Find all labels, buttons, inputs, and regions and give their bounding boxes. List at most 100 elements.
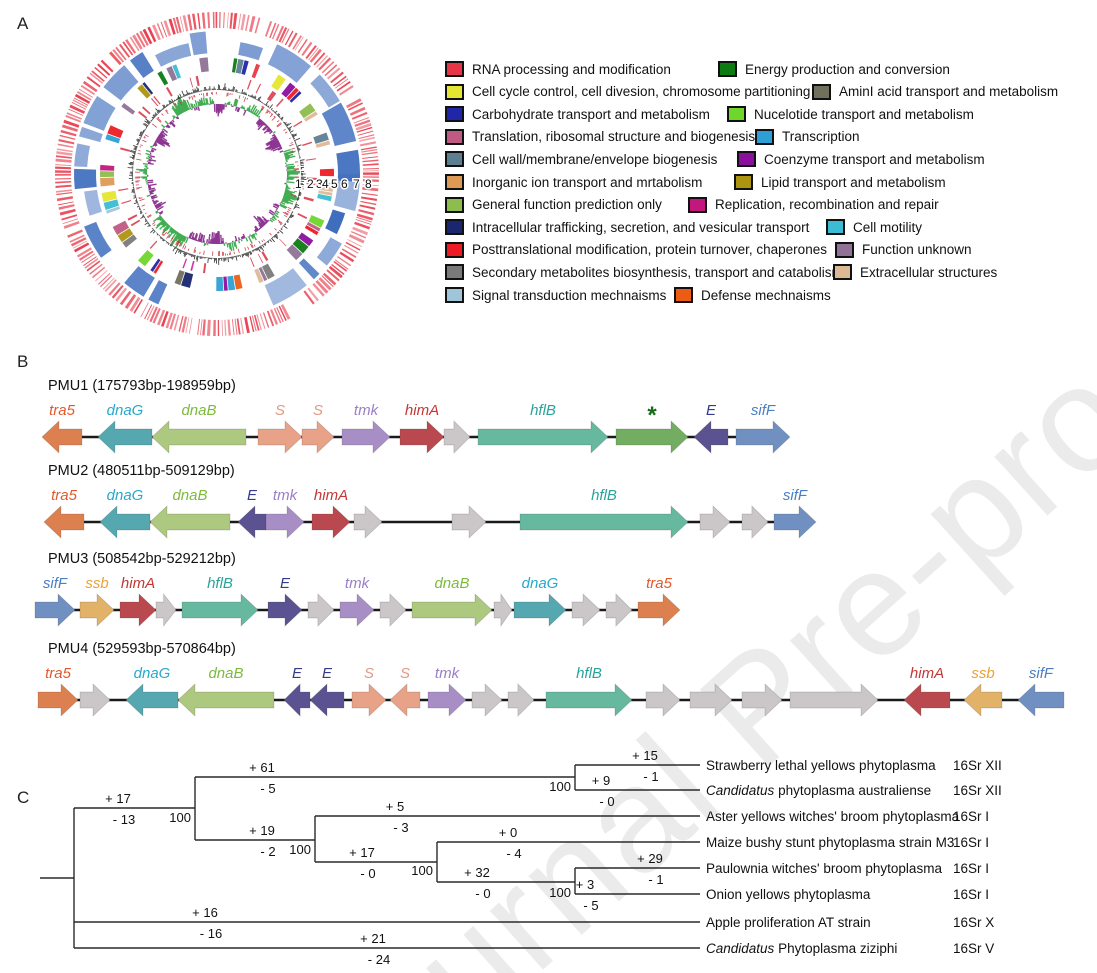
ring-tick — [294, 206, 297, 209]
ring-block — [132, 34, 143, 50]
ring-tick — [162, 239, 165, 242]
ring-tick — [193, 246, 196, 253]
legend-swatch — [445, 151, 464, 168]
ring-tick — [276, 123, 282, 128]
ring-tick — [193, 254, 195, 258]
group-label: 16Sr X — [953, 915, 994, 930]
ring-tick — [262, 122, 266, 126]
ring-tick — [144, 221, 149, 226]
ring-tick — [284, 155, 291, 159]
ring-block — [227, 319, 231, 336]
ring-tick — [140, 212, 143, 215]
ring-block — [181, 316, 188, 333]
ring-tick — [183, 236, 187, 243]
legend-item: Coenzyme transport and metabolism — [737, 151, 985, 168]
ring-tick — [188, 96, 191, 100]
ring-tick — [165, 110, 169, 115]
ring-tick — [176, 240, 180, 246]
ring-tick — [283, 193, 298, 200]
ring-block — [270, 309, 279, 325]
ring-tick — [145, 149, 151, 153]
ring-tick — [286, 221, 289, 223]
ring-tick — [144, 134, 149, 138]
gene-arrow-ssb — [963, 683, 1003, 717]
ring-block — [240, 14, 246, 31]
legend-item: Carbohydrate transport and metabolism — [445, 106, 710, 123]
branch-loss-label: - 3 — [393, 820, 408, 835]
ring-tick — [261, 215, 269, 223]
ring-tick — [282, 211, 289, 216]
ring-block — [269, 22, 277, 39]
ring-block — [109, 51, 122, 66]
ring-tick — [293, 207, 296, 209]
ring-tick — [247, 246, 250, 250]
ring-tick — [195, 255, 198, 260]
ring-tick — [162, 233, 164, 236]
ring-tick — [174, 103, 176, 106]
ring-block — [347, 102, 364, 111]
ring-tick — [178, 96, 187, 112]
ring-block — [267, 90, 275, 101]
ring-block — [115, 287, 128, 302]
bootstrap-value: 100 — [169, 810, 191, 825]
ring-tick — [138, 207, 141, 209]
ring-tick — [274, 228, 277, 231]
ring-block — [165, 86, 173, 97]
ring-block — [172, 17, 179, 34]
ring-tick — [197, 88, 200, 93]
ring-tick — [266, 241, 269, 244]
ring-tick — [277, 113, 281, 117]
ring-tick — [269, 140, 280, 147]
gene-label: dnaB — [172, 487, 207, 504]
ring-tick — [136, 168, 148, 171]
ring-block — [89, 72, 104, 84]
ring-tick — [153, 143, 158, 147]
ring-tick — [290, 142, 293, 144]
ring-tick — [253, 233, 256, 236]
ring-tick — [139, 131, 144, 135]
ring-block — [213, 319, 216, 336]
ring-tick — [247, 252, 250, 256]
ring-tick — [199, 251, 201, 255]
ring-tick — [265, 141, 280, 150]
ring-block — [70, 237, 87, 247]
ring-tick — [207, 257, 209, 263]
ring-tick — [267, 137, 278, 146]
ring-tick — [186, 252, 188, 256]
taxon-name: Maize bushy stunt phytoplasma strain M3 — [706, 835, 954, 850]
ring-block — [79, 126, 103, 143]
ring-tick — [269, 209, 276, 215]
ring-tick — [154, 141, 157, 144]
ring-tick — [143, 216, 146, 219]
ring-tick — [289, 137, 291, 139]
ring-tick — [158, 133, 164, 138]
ring-tick — [154, 140, 166, 147]
gene-label: E — [322, 665, 333, 682]
ring-tick — [193, 107, 197, 111]
ring-block — [321, 61, 335, 74]
ring-block — [362, 179, 379, 183]
ring-tick — [179, 236, 187, 247]
branch-loss-label: - 5 — [583, 898, 598, 913]
ring-block — [271, 23, 280, 40]
ring-block — [244, 316, 250, 334]
ring-tick — [158, 134, 168, 142]
ring-block — [115, 46, 127, 61]
ring-block — [298, 258, 320, 280]
ring-tick — [242, 235, 245, 239]
ring-tick — [242, 106, 245, 110]
ring-tick — [283, 128, 286, 132]
gene-arrow-himA — [903, 683, 951, 717]
ring-block — [73, 242, 90, 253]
gene-label: tra5 — [45, 665, 72, 682]
ring-tick — [144, 129, 146, 131]
ring-tick — [204, 87, 206, 91]
ring-block — [142, 82, 154, 95]
ring-block — [100, 171, 115, 178]
ring-tick — [186, 99, 192, 110]
ring-tick — [283, 225, 288, 229]
gene-arrow-gray — [605, 593, 633, 627]
legend-item: RNA processing and modification — [445, 61, 671, 77]
ring-block — [346, 98, 362, 109]
